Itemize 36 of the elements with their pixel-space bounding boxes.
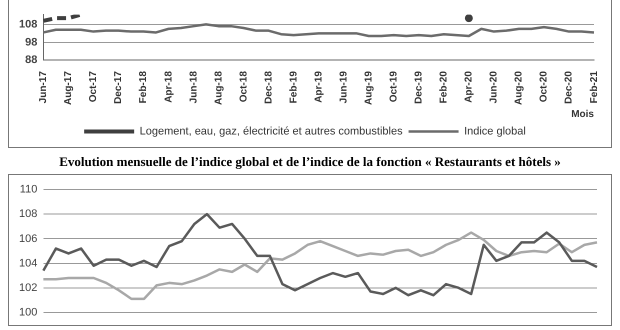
- x-tick-label: Apr-18: [163, 70, 174, 103]
- y-tick-label: 104: [18, 257, 38, 270]
- y-tick-label: 98: [25, 36, 38, 48]
- x-axis-title: Mois: [571, 108, 594, 120]
- y-tick-label: 108: [18, 18, 38, 30]
- x-tick-label: Oct-17: [88, 70, 100, 102]
- y-tick-label: 110: [20, 184, 38, 196]
- legend-label: Logement, eau, gaz, électricité et autres combustibles: [140, 126, 404, 138]
- legend-label: Indice global: [464, 126, 526, 138]
- y-tick-label: 106: [18, 232, 38, 245]
- y-tick-label: 88: [25, 54, 38, 66]
- x-tick-label: Apr-20: [464, 70, 475, 103]
- x-tick-label: Feb-20: [438, 70, 450, 104]
- x-tick-label: Feb-19: [288, 70, 300, 104]
- x-tick-label: Oct-20: [538, 70, 550, 102]
- x-tick-label: Aug-19: [363, 70, 374, 106]
- x-tick-label: Dec-17: [113, 70, 124, 104]
- x-tick-label: Aug-17: [63, 70, 74, 106]
- chart-title: Evolution mensuelle de l’indice global et de l’indice de la fonction « Restaurants et hôtels »: [58, 153, 562, 171]
- x-tick-label: Jun-17: [38, 70, 50, 104]
- x-tick-label: Jun-19: [338, 70, 350, 104]
- x-tick-label: Apr-19: [313, 70, 324, 103]
- y-tick-label: 102: [18, 282, 38, 294]
- x-tick-label: Oct-19: [388, 70, 400, 102]
- y-tick-label: 108: [18, 208, 38, 220]
- x-tick-label: Oct-18: [238, 70, 250, 102]
- x-tick-label: Aug-20: [514, 70, 525, 106]
- x-tick-label: Dec-19: [414, 70, 425, 104]
- x-tick-label: Jun-18: [188, 70, 200, 104]
- x-tick-label: Jun-20: [488, 70, 500, 104]
- x-tick-label: Aug-18: [213, 70, 224, 106]
- x-tick-label: Feb-21: [588, 70, 600, 104]
- x-tick-label: Feb-18: [138, 70, 150, 104]
- x-tick-label: Dec-20: [564, 70, 575, 104]
- x-tick-label: Dec-18: [263, 70, 274, 104]
- y-tick-label: 100: [18, 306, 38, 318]
